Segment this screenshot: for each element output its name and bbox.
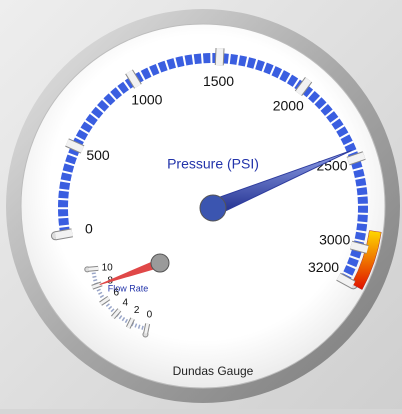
tick-label: 4 [123,298,129,309]
caption: Dundas Gauge [173,364,254,378]
tick-label: 2 [134,305,140,316]
tick-label: 2000 [273,98,304,114]
tick-label: 0 [147,310,153,321]
needle-pivot [200,195,226,221]
tick-label: 500 [86,147,110,163]
tick-label: 3200 [308,259,339,275]
tick-label: 1000 [131,91,162,107]
tick-label: 10 [102,262,114,273]
tick-label: 1500 [203,73,234,89]
tick-mark [55,233,72,236]
tick-label: 3000 [319,231,350,247]
tick-mark [146,324,148,334]
tick-mark [88,268,98,269]
tick-label: 6 [113,288,119,299]
gauge-chart: Pressure (PSI) Flow Rate Dundas Gauge 05… [0,0,402,409]
tick-label: 0 [85,221,93,237]
needle-pivot [151,254,169,272]
gauge-title: Pressure (PSI) [167,156,259,172]
tick-mark [351,245,367,249]
tick-mark [219,48,220,65]
